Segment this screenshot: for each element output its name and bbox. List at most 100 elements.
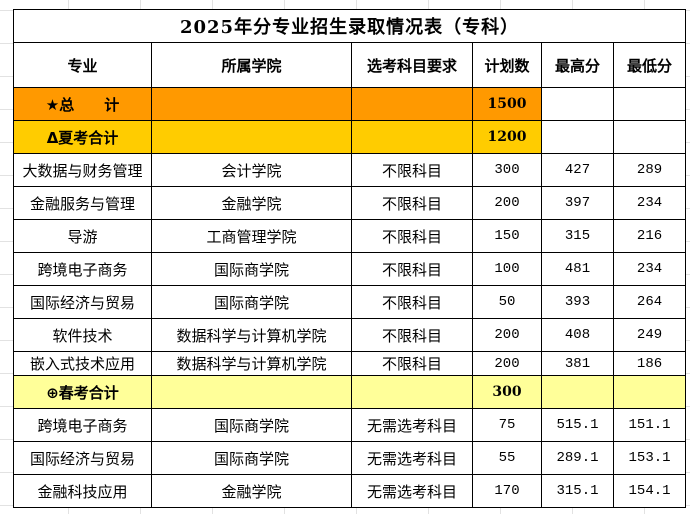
min-cell[interactable]: 264 <box>612 285 687 319</box>
req-cell[interactable]: 不限科目 <box>351 219 473 253</box>
max-cell[interactable]: 427 <box>541 153 614 187</box>
table-row: 软件技术 数据科学与计算机学院 不限科目 200 408 249 <box>13 318 687 352</box>
spring-college[interactable] <box>151 375 352 409</box>
plan-cell[interactable]: 300 <box>472 153 542 187</box>
max-cell[interactable]: 315.1 <box>541 474 614 508</box>
summer-req[interactable] <box>351 120 473 154</box>
header-row: 专业 所属学院 选考科目要求 计划数 最高分 最低分 <box>13 42 687 88</box>
req-cell[interactable]: 不限科目 <box>351 186 473 220</box>
max-cell[interactable]: 397 <box>541 186 614 220</box>
plan-cell[interactable]: 200 <box>472 318 542 352</box>
table-row: 跨境电子商务 国际商学院 不限科目 100 481 234 <box>13 252 687 286</box>
table-row: 大数据与财务管理 会计学院 不限科目 300 427 289 <box>13 153 687 187</box>
spring-req[interactable] <box>351 375 473 409</box>
max-cell[interactable]: 289.1 <box>541 441 614 475</box>
max-cell[interactable]: 408 <box>541 318 614 352</box>
total-plan[interactable]: 1500 <box>472 87 542 121</box>
max-cell[interactable]: 393 <box>541 285 614 319</box>
req-cell[interactable]: 不限科目 <box>351 153 473 187</box>
college-cell[interactable]: 金融学院 <box>151 186 352 220</box>
total-min[interactable] <box>612 87 687 121</box>
header-min[interactable]: 最低分 <box>612 42 687 88</box>
admission-table: 2025年分专业招生录取情况表（专科） 专业 所属学院 选考科目要求 计划数 最… <box>12 9 687 508</box>
table-row: 金融科技应用 金融学院 无需选考科目 170 315.1 154.1 <box>13 474 687 508</box>
req-cell[interactable]: 不限科目 <box>351 252 473 286</box>
summer-label[interactable]: Δ夏考合计 <box>13 120 152 154</box>
plan-cell[interactable]: 100 <box>472 252 542 286</box>
table-row: 跨境电子商务 国际商学院 无需选考科目 75 515.1 151.1 <box>13 408 687 442</box>
major-cell[interactable]: 金融科技应用 <box>13 474 152 508</box>
total-label[interactable]: ★总 计 <box>13 87 152 121</box>
min-cell[interactable]: 186 <box>612 351 687 376</box>
min-cell[interactable]: 154.1 <box>612 474 687 508</box>
table-row: 国际经济与贸易 国际商学院 无需选考科目 55 289.1 153.1 <box>13 441 687 475</box>
min-cell[interactable]: 151.1 <box>612 408 687 442</box>
header-subject-req[interactable]: 选考科目要求 <box>351 42 473 88</box>
major-cell[interactable]: 国际经济与贸易 <box>13 441 152 475</box>
max-cell[interactable]: 515.1 <box>541 408 614 442</box>
header-major[interactable]: 专业 <box>13 42 152 88</box>
req-cell[interactable]: 不限科目 <box>351 318 473 352</box>
plan-cell[interactable]: 170 <box>472 474 542 508</box>
summer-max[interactable] <box>541 120 614 154</box>
college-cell[interactable]: 国际商学院 <box>151 441 352 475</box>
req-cell[interactable]: 无需选考科目 <box>351 474 473 508</box>
plan-cell[interactable]: 50 <box>472 285 542 319</box>
plan-cell[interactable]: 75 <box>472 408 542 442</box>
min-cell[interactable]: 234 <box>612 252 687 286</box>
spring-plan[interactable]: 300 <box>472 375 542 409</box>
spring-max[interactable] <box>541 375 614 409</box>
req-cell[interactable]: 不限科目 <box>351 351 473 376</box>
total-max[interactable] <box>541 87 614 121</box>
major-cell[interactable]: 大数据与财务管理 <box>13 153 152 187</box>
summer-college[interactable] <box>151 120 352 154</box>
max-cell[interactable]: 481 <box>541 252 614 286</box>
college-cell[interactable]: 数据科学与计算机学院 <box>151 318 352 352</box>
spring-label[interactable]: ⊕春考合计 <box>13 375 152 409</box>
req-cell[interactable]: 无需选考科目 <box>351 441 473 475</box>
table-title[interactable]: 2025年分专业招生录取情况表（专科） <box>12 9 687 43</box>
table-row: 嵌入式技术应用 数据科学与计算机学院 不限科目 200 381 186 <box>13 351 687 376</box>
major-cell[interactable]: 金融服务与管理 <box>13 186 152 220</box>
req-cell[interactable]: 不限科目 <box>351 285 473 319</box>
major-cell[interactable]: 跨境电子商务 <box>13 252 152 286</box>
major-cell[interactable]: 跨境电子商务 <box>13 408 152 442</box>
college-cell[interactable]: 国际商学院 <box>151 252 352 286</box>
table-row: 国际经济与贸易 国际商学院 不限科目 50 393 264 <box>13 285 687 319</box>
college-cell[interactable]: 数据科学与计算机学院 <box>151 351 352 376</box>
major-cell[interactable]: 软件技术 <box>13 318 152 352</box>
plan-cell[interactable]: 55 <box>472 441 542 475</box>
college-cell[interactable]: 会计学院 <box>151 153 352 187</box>
min-cell[interactable]: 289 <box>612 153 687 187</box>
college-cell[interactable]: 国际商学院 <box>151 408 352 442</box>
summer-total-row: Δ夏考合计 1200 <box>13 120 687 154</box>
plan-cell[interactable]: 200 <box>472 351 542 376</box>
table-row: 导游 工商管理学院 不限科目 150 315 216 <box>13 219 687 253</box>
spring-total-row: ⊕春考合计 300 <box>13 375 687 409</box>
college-cell[interactable]: 工商管理学院 <box>151 219 352 253</box>
total-college[interactable] <box>151 87 352 121</box>
min-cell[interactable]: 153.1 <box>612 441 687 475</box>
total-row: ★总 计 1500 <box>13 87 687 121</box>
spring-min[interactable] <box>612 375 687 409</box>
header-plan[interactable]: 计划数 <box>472 42 542 88</box>
summer-plan[interactable]: 1200 <box>472 120 542 154</box>
max-cell[interactable]: 315 <box>541 219 614 253</box>
min-cell[interactable]: 216 <box>612 219 687 253</box>
min-cell[interactable]: 249 <box>612 318 687 352</box>
major-cell[interactable]: 导游 <box>13 219 152 253</box>
major-cell[interactable]: 嵌入式技术应用 <box>13 351 152 376</box>
plan-cell[interactable]: 150 <box>472 219 542 253</box>
major-cell[interactable]: 国际经济与贸易 <box>13 285 152 319</box>
total-req[interactable] <box>351 87 473 121</box>
college-cell[interactable]: 国际商学院 <box>151 285 352 319</box>
table-row: 金融服务与管理 金融学院 不限科目 200 397 234 <box>13 186 687 220</box>
college-cell[interactable]: 金融学院 <box>151 474 352 508</box>
req-cell[interactable]: 无需选考科目 <box>351 408 473 442</box>
summer-min[interactable] <box>612 120 687 154</box>
plan-cell[interactable]: 200 <box>472 186 542 220</box>
header-college[interactable]: 所属学院 <box>151 42 352 88</box>
header-max[interactable]: 最高分 <box>541 42 614 88</box>
max-cell[interactable]: 381 <box>541 351 614 376</box>
min-cell[interactable]: 234 <box>612 186 687 220</box>
